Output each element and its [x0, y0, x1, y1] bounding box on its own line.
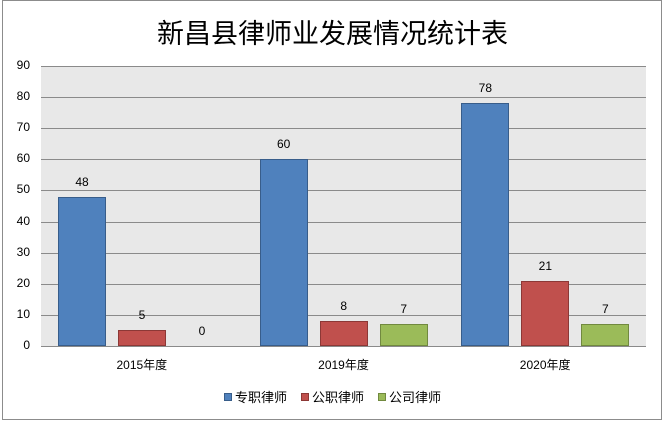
data-label: 5 [138, 308, 146, 323]
legend-label: 公司律师 [389, 391, 442, 406]
gridline [41, 222, 646, 223]
legend-item: 专职律师 [223, 387, 287, 406]
y-tick-label: 70 [16, 120, 30, 134]
y-tick-label: 90 [16, 58, 30, 72]
y-tick-label: 10 [16, 307, 30, 321]
legend-swatch-icon [378, 392, 386, 401]
legend-swatch-icon [300, 392, 309, 401]
bar-2-1 [521, 280, 570, 346]
x-tick-label: 2015年度 [116, 358, 168, 372]
legend-label: 专职律师 [234, 391, 287, 406]
bar-2-0 [461, 103, 510, 346]
gridline [41, 159, 646, 160]
bar-0-0 [58, 196, 106, 346]
legend-label: 公职律师 [311, 391, 364, 406]
x-tick-label: 2019年度 [318, 358, 369, 372]
bar-1-0 [259, 159, 308, 346]
gridline [41, 284, 646, 285]
legend-swatch-icon [223, 392, 232, 401]
legend-item: 公职律师 [300, 387, 364, 406]
y-tick-label: 0 [23, 338, 30, 352]
data-label: 7 [601, 302, 609, 317]
y-tick-label: 80 [16, 89, 30, 103]
bar-1-2 [379, 324, 428, 346]
data-label: 78 [478, 81, 492, 96]
data-label: 48 [75, 174, 89, 189]
chart-title: 新昌县律师业发展情况统计表 [157, 19, 508, 50]
gridline [41, 128, 646, 129]
gridline [41, 97, 646, 98]
data-label: 60 [276, 137, 291, 152]
gridline [41, 253, 646, 254]
data-label: 7 [400, 302, 407, 317]
gridline [41, 346, 646, 347]
gridline [41, 315, 646, 316]
y-tick-label: 30 [16, 245, 30, 259]
y-tick-label: 20 [16, 276, 30, 290]
gridline [41, 66, 646, 67]
y-tick-label: 50 [16, 182, 30, 196]
bar-2-2 [581, 324, 630, 346]
data-label: 8 [340, 299, 347, 314]
data-label: 0 [198, 324, 206, 338]
legend: 专职律师 公职律师 公司律师 [0, 387, 665, 406]
bar-0-1 [118, 330, 166, 346]
gridline [41, 190, 646, 191]
y-tick-label: 40 [16, 214, 30, 228]
bar-1-1 [319, 321, 368, 346]
y-tick-label: 60 [16, 151, 30, 165]
legend-item: 公司律师 [378, 387, 441, 406]
x-tick-label: 2020年度 [519, 358, 571, 372]
data-label: 21 [538, 258, 552, 273]
